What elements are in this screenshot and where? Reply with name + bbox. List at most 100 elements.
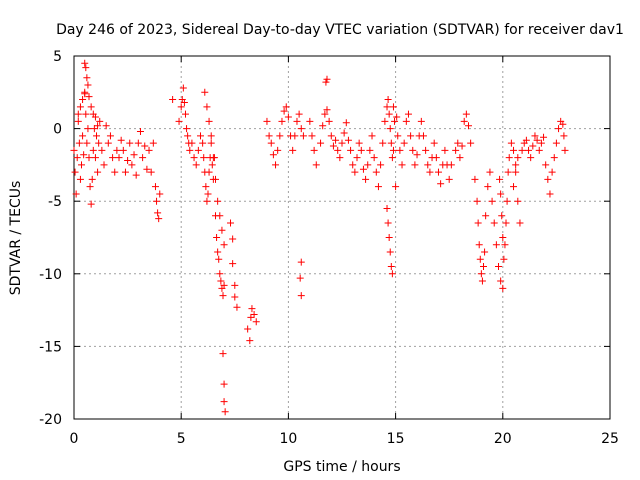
- data-point: [514, 197, 522, 205]
- data-point: [81, 59, 89, 67]
- data-point: [84, 81, 92, 89]
- data-point: [370, 154, 378, 162]
- data-point: [106, 132, 114, 140]
- data-point: [72, 190, 80, 198]
- data-point: [306, 117, 314, 125]
- data-point: [366, 146, 374, 154]
- data-point: [297, 292, 305, 300]
- data-point: [274, 146, 282, 154]
- data-point: [207, 139, 215, 147]
- data-point: [552, 139, 560, 147]
- data-point: [344, 136, 352, 144]
- data-point: [104, 139, 112, 147]
- data-point: [533, 136, 541, 144]
- data-point: [216, 212, 224, 220]
- data-point: [180, 98, 188, 106]
- data-point: [441, 146, 449, 154]
- data-point: [507, 139, 515, 147]
- data-point: [154, 209, 162, 217]
- data-point: [71, 168, 79, 176]
- data-point: [490, 219, 498, 227]
- data-point: [383, 103, 391, 111]
- data-point: [278, 117, 286, 125]
- data-point: [338, 139, 346, 147]
- data-point: [244, 325, 252, 333]
- data-point: [503, 197, 511, 205]
- data-point: [502, 219, 510, 227]
- data-point: [81, 90, 89, 98]
- data-point: [82, 64, 90, 72]
- data-point: [179, 84, 187, 92]
- data-point: [510, 146, 518, 154]
- data-point: [196, 132, 204, 140]
- data-point: [310, 146, 318, 154]
- data-point: [296, 274, 304, 282]
- data-point: [194, 146, 202, 154]
- data-point: [347, 146, 355, 154]
- chart-title: Day 246 of 2023, Sidereal Day-to-day VTE…: [56, 22, 624, 38]
- x-tick-labels: 0 5 10 15 20 25: [70, 431, 619, 447]
- data-point: [327, 132, 335, 140]
- data-point: [126, 139, 134, 147]
- data-point: [111, 168, 119, 176]
- data-point: [143, 165, 151, 173]
- data-point: [492, 241, 500, 249]
- data-point: [212, 175, 220, 183]
- data-point: [550, 154, 558, 162]
- data-point: [535, 146, 543, 154]
- data-point: [368, 132, 376, 140]
- data-point: [555, 125, 563, 133]
- data-point: [293, 117, 301, 125]
- data-point: [175, 117, 183, 125]
- axis-ticks: [73, 55, 611, 420]
- data-point: [540, 133, 548, 141]
- data-point: [79, 132, 87, 140]
- data-point: [522, 136, 530, 144]
- data-point: [387, 263, 395, 271]
- data-point: [91, 113, 99, 121]
- data-point: [432, 154, 440, 162]
- data-point: [276, 132, 284, 140]
- data-point: [527, 154, 535, 162]
- data-point: [149, 139, 157, 147]
- y-axis-label: SDTVAR / TECUs: [8, 181, 24, 296]
- x-tick-label: 0: [70, 431, 79, 447]
- data-point: [496, 175, 504, 183]
- data-point: [411, 161, 419, 169]
- data-point: [95, 139, 103, 147]
- data-point: [214, 197, 222, 205]
- data-point: [86, 183, 94, 191]
- data-point: [332, 136, 340, 144]
- data-point: [200, 154, 208, 162]
- data-point: [88, 175, 96, 183]
- data-point: [213, 234, 221, 241]
- data-point: [413, 151, 421, 159]
- data-point: [386, 125, 394, 133]
- data-point: [248, 305, 256, 313]
- x-tick-label: 5: [177, 431, 186, 447]
- data-point: [560, 132, 568, 140]
- data-point: [409, 146, 417, 154]
- data-point: [505, 154, 513, 162]
- data-point: [109, 154, 117, 162]
- data-point: [265, 132, 273, 140]
- data-point: [218, 226, 226, 234]
- data-point: [73, 154, 81, 162]
- data-point: [525, 146, 533, 154]
- data-point: [495, 263, 503, 271]
- data-point: [94, 168, 102, 176]
- data-point: [280, 107, 288, 115]
- data-point: [474, 219, 482, 227]
- y-tick-label: -10: [39, 267, 62, 283]
- data-point: [319, 122, 327, 130]
- data-point: [351, 168, 359, 176]
- data-point: [156, 190, 164, 198]
- data-point: [473, 197, 481, 205]
- data-point: [460, 117, 468, 125]
- data-point: [136, 128, 144, 136]
- data-point: [323, 75, 331, 83]
- data-point: [74, 110, 82, 118]
- data-point: [480, 263, 488, 271]
- data-point: [192, 161, 200, 169]
- data-point: [392, 183, 400, 191]
